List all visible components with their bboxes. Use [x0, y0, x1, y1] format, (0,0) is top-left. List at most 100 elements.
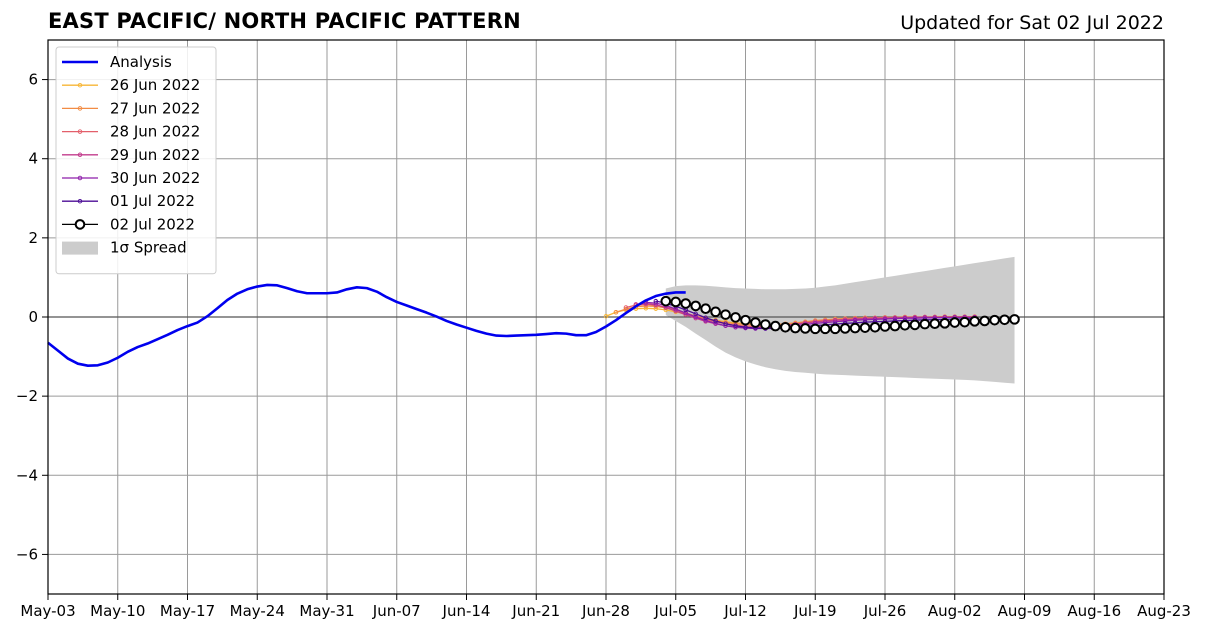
- latest-forecast-point: [740, 314, 751, 326]
- latest-forecast-point: [879, 321, 891, 332]
- y-tick-label: −6: [16, 545, 38, 563]
- chart-subtitle: Updated for Sat 02 Jul 2022: [900, 12, 1164, 34]
- latest-forecast-point: [1009, 314, 1020, 325]
- y-tick-label: −4: [16, 466, 38, 484]
- x-tick-label: Jul-26: [863, 602, 907, 620]
- latest-forecast-point: [899, 320, 911, 331]
- latest-forecast-point: [700, 303, 711, 314]
- legend-label-forecast: 30 Jun 2022: [110, 169, 200, 187]
- x-tick-label: Jun-14: [442, 602, 491, 620]
- latest-forecast-point: [819, 323, 831, 335]
- chart-title: EAST PACIFIC/ NORTH PACIFIC PATTERN: [48, 9, 521, 33]
- forecast-line: [645, 301, 975, 330]
- latest-forecast-point: [959, 316, 971, 328]
- legend-swatch-marker: [77, 198, 83, 204]
- forecast-point: [743, 325, 748, 330]
- latest-forecast-point: [780, 321, 791, 333]
- latest-forecast-point: [889, 320, 901, 332]
- x-tick-label: Jun-07: [372, 602, 421, 620]
- legend-label-forecast: 01 Jul 2022: [110, 192, 195, 210]
- latest-forecast-point: [929, 318, 941, 330]
- x-tick-label: Aug-02: [928, 602, 982, 620]
- legend-swatch-marker: [77, 129, 83, 134]
- x-tick-label: Aug-23: [1137, 602, 1191, 620]
- latest-forecast-point: [660, 295, 672, 307]
- latest-forecast-point: [730, 312, 741, 323]
- x-tick-label: May-03: [20, 602, 75, 620]
- latest-forecast-point: [720, 309, 731, 320]
- legend-box: [55, 46, 217, 275]
- x-tick-label: Aug-16: [1067, 602, 1121, 620]
- latest-forecast-point: [829, 323, 841, 335]
- forecast-point: [713, 318, 718, 324]
- forecast-point: [693, 311, 698, 317]
- legend-label-forecast: 29 Jun 2022: [110, 146, 200, 164]
- y-axis-ticks: −6 −4 −2 0 2 4 6: [16, 71, 48, 563]
- y-tick-label: 4: [28, 150, 38, 168]
- x-tick-label: May-24: [230, 602, 285, 620]
- x-tick-label: Jun-28: [581, 602, 630, 620]
- legend-label-forecast: 28 Jun 2022: [110, 123, 200, 141]
- y-tick-label: 0: [28, 308, 38, 326]
- legend-label-forecast: 27 Jun 2022: [110, 99, 200, 117]
- legend-swatch-marker: [77, 82, 83, 88]
- x-tick-label: Jul-12: [723, 602, 767, 620]
- forecast-point: [703, 318, 708, 323]
- latest-forecast-point: [750, 317, 761, 328]
- latest-forecast-point: [799, 323, 811, 334]
- x-tick-label: Aug-09: [998, 602, 1052, 620]
- latest-forecast-layer: [660, 295, 1020, 335]
- analysis-line: [47, 283, 686, 367]
- latest-forecast-point: [809, 323, 821, 335]
- latest-forecast-point: [710, 306, 721, 318]
- forecast-point: [613, 310, 619, 315]
- latest-forecast-point: [859, 322, 871, 333]
- legend-swatch-marker: [74, 219, 86, 230]
- legend-label-analysis: Analysis: [110, 53, 172, 71]
- latest-forecast-point: [680, 298, 692, 309]
- latest-forecast-point: [839, 323, 851, 334]
- x-axis-ticks: May-03 May-10 May-17 May-24 May-31 Jun-07 Jun-…: [20, 594, 1191, 620]
- latest-forecast-point: [999, 314, 1010, 326]
- legend-label-forecast: 26 Jun 2022: [110, 76, 200, 94]
- latest-forecast-point: [979, 315, 990, 327]
- latest-forecast-point: [909, 319, 921, 331]
- legend-label-forecast: 02 Jul 2022: [110, 215, 195, 233]
- legend: Analysis 26 Jun 2022 27 Jun 2022 28 Jun 202…: [55, 46, 217, 275]
- latest-forecast-point: [760, 319, 771, 330]
- forecast-point: [673, 306, 679, 312]
- x-tick-label: Jun-21: [511, 602, 560, 620]
- forecast-point: [603, 313, 609, 319]
- legend-swatch-marker: [77, 152, 83, 158]
- legend-swatch-marker: [77, 175, 83, 181]
- latest-forecast-point: [670, 296, 682, 308]
- forecast-point: [653, 298, 659, 304]
- x-tick-label: May-10: [90, 602, 145, 620]
- legend-swatch-marker: [77, 106, 83, 111]
- legend-label-spread: 1σ Spread: [110, 239, 187, 257]
- legend-swatch-spread: [62, 241, 98, 255]
- latest-forecast-point: [989, 314, 1000, 326]
- latest-forecast-point: [770, 320, 781, 332]
- y-tick-label: −2: [16, 387, 38, 405]
- latest-forecast-point: [790, 322, 801, 334]
- y-tick-label: 6: [28, 71, 38, 89]
- latest-forecast-point: [690, 300, 701, 312]
- latest-forecast-point: [869, 321, 881, 333]
- y-tick-label: 2: [28, 229, 38, 247]
- analysis-line-layer: [47, 283, 686, 367]
- forecast-point: [733, 323, 738, 328]
- x-tick-label: May-17: [160, 602, 215, 620]
- latest-forecast-point: [949, 317, 961, 328]
- latest-forecast-point: [849, 322, 861, 334]
- latest-forecast-point: [939, 318, 951, 329]
- x-tick-label: May-31: [299, 602, 354, 620]
- latest-forecast-point: [969, 316, 980, 327]
- forecast-point: [723, 321, 728, 326]
- forecast-point: [623, 305, 629, 310]
- forecast-point: [703, 315, 708, 321]
- latest-forecast-point: [919, 318, 931, 330]
- x-tick-label: Jul-19: [793, 602, 837, 620]
- x-tick-label: Jul-05: [653, 602, 697, 620]
